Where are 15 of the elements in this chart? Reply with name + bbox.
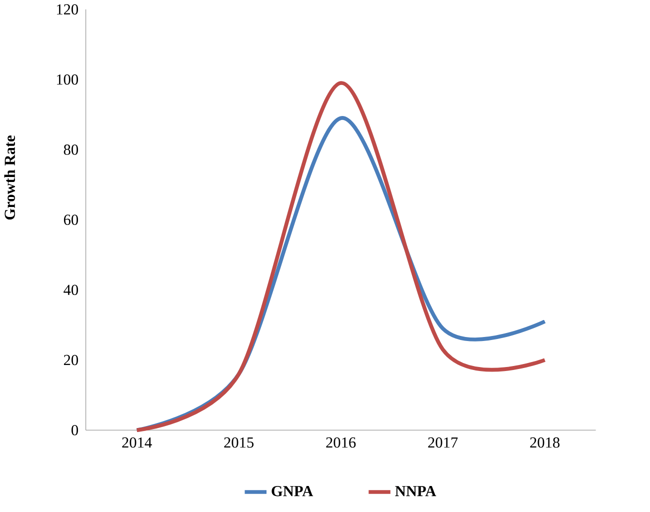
x-tick-label: 2016 bbox=[326, 437, 356, 448]
x-tick-label: 2017 bbox=[428, 437, 458, 448]
x-tick-label: 2015 bbox=[224, 437, 254, 448]
y-tick-label: 80 bbox=[64, 144, 78, 155]
x-tick-label: 2014 bbox=[122, 437, 152, 448]
y-axis-title: Growth Rate bbox=[4, 136, 16, 220]
y-tick-label: 120 bbox=[56, 4, 78, 15]
y-tick-label: 20 bbox=[64, 354, 78, 366]
legend-label: NNPA bbox=[395, 486, 436, 496]
x-tick-label: 2018 bbox=[530, 437, 560, 448]
y-tick-label: 100 bbox=[56, 74, 78, 85]
y-tick-label: 40 bbox=[64, 284, 78, 296]
legend-label: GNPA bbox=[272, 486, 314, 496]
y-tick-label: 0 bbox=[72, 425, 78, 436]
y-tick-label: 60 bbox=[64, 214, 78, 226]
